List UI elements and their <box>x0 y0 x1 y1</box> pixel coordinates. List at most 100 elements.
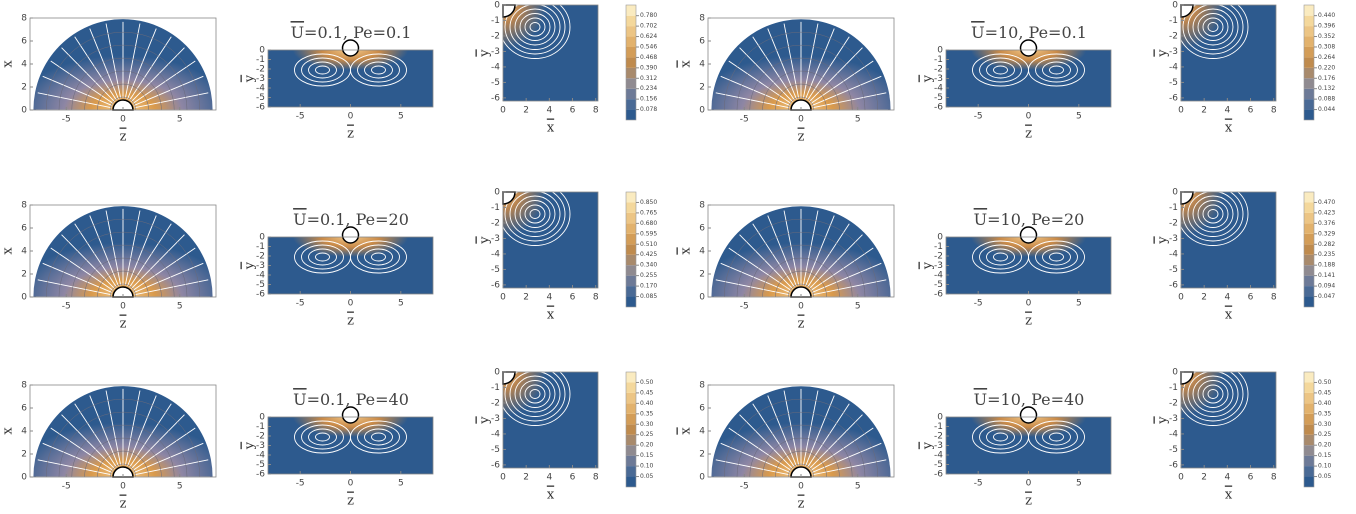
x-tick-label: 5 <box>177 482 183 492</box>
colorbar-band <box>1304 36 1314 47</box>
colorbar-tick-label: 0.425 <box>640 251 657 258</box>
colorbar-tick-label: 0.156 <box>640 96 657 103</box>
streamline <box>1028 240 1085 274</box>
y-tick-label: -1 <box>1169 203 1178 213</box>
x-tick-label: -5 <box>740 115 749 125</box>
streamline <box>301 244 344 270</box>
streamline <box>728 427 792 471</box>
x-axis-label: z <box>120 497 127 512</box>
streamline <box>133 262 204 293</box>
y-tick-label: -6 <box>256 470 265 480</box>
x-axis-label: x <box>547 308 555 323</box>
x-axis-label: z <box>347 127 354 142</box>
field <box>503 372 598 468</box>
colorbar-tick-label: 0.396 <box>1318 23 1335 30</box>
y-axis-label: y <box>1156 49 1171 58</box>
x-tick-label: -5 <box>740 482 749 492</box>
streamline <box>42 75 113 106</box>
streamline <box>1187 371 1239 417</box>
y-tick-label: -1 <box>256 422 265 432</box>
y-tick-label: 0 <box>937 413 943 423</box>
streamline <box>1192 375 1234 413</box>
streamline <box>315 252 330 262</box>
x-tick-label: 8 <box>1271 293 1277 303</box>
x-axis-label: z <box>1025 494 1032 509</box>
x-tick-label: 0 <box>500 473 506 483</box>
streamline <box>993 65 1008 75</box>
colorbar-band <box>1304 88 1314 100</box>
streamline <box>1042 61 1071 79</box>
streamline <box>1028 420 1085 454</box>
colorbar-tick-label: 0.50 <box>640 379 654 386</box>
colorbar-tick-label: 0.20 <box>640 442 654 449</box>
contour <box>97 270 149 298</box>
y-tick-label: -4 <box>256 451 265 461</box>
y-tick-label: -4 <box>491 429 500 439</box>
streamline <box>812 279 887 296</box>
y-axis-label: y <box>243 261 258 270</box>
streamline <box>357 424 400 450</box>
colorbar-band <box>1304 286 1314 297</box>
colorbar-frame <box>625 4 637 121</box>
y-tick-label: -6 <box>256 290 265 300</box>
sphere <box>341 406 360 424</box>
streamline <box>524 17 546 37</box>
title-symbol: U <box>293 210 306 229</box>
contour <box>109 463 137 478</box>
y-axis-label: y <box>243 441 258 450</box>
sphere <box>1019 39 1038 57</box>
colorbar-tick-label: 0.308 <box>1318 43 1335 50</box>
panel-title: U=0.1, Pe=0.1 <box>291 23 412 42</box>
y-tick-label: 4 <box>699 60 705 70</box>
x-tick-label: 0 <box>348 299 354 309</box>
field <box>946 237 1111 294</box>
colorbar-tick-label: 0.088 <box>1318 96 1335 103</box>
streamline <box>812 459 887 476</box>
contour <box>84 257 162 298</box>
y-tick-label: -5 <box>934 460 943 470</box>
contour <box>775 450 827 478</box>
x-tick-label: 2 <box>523 473 529 483</box>
title-symbol: U <box>971 23 984 42</box>
contour <box>45 398 201 478</box>
colorbar-band <box>626 434 636 446</box>
streamline <box>986 61 1015 79</box>
streamline <box>124 23 141 99</box>
colorbar-tick-label: 0.235 <box>1318 251 1335 258</box>
contour <box>723 398 879 478</box>
x-tick-label: -5 <box>62 482 71 492</box>
y-tick-label: 8 <box>699 381 705 391</box>
y-tick-label: 0 <box>699 473 705 483</box>
streamline <box>524 384 546 404</box>
y-tick-label: 0 <box>259 413 265 423</box>
y-tick-label: -4 <box>1169 429 1178 439</box>
x-tick-label: 8 <box>593 106 599 116</box>
streamline <box>524 204 546 224</box>
y-tick-label: -2 <box>934 65 943 75</box>
x-axis-label: x <box>1225 308 1233 323</box>
y-tick-label: -6 <box>1169 93 1178 103</box>
colorbar-tick-label: 0.176 <box>1318 75 1335 82</box>
field <box>268 50 433 107</box>
streamline <box>802 390 819 466</box>
title-symbol: U <box>293 390 306 409</box>
y-tick-label: 0 <box>494 1 500 11</box>
contour <box>71 424 175 478</box>
streamline <box>105 23 122 99</box>
colorbar-band <box>1304 26 1314 37</box>
title-text: =0.1, Pe=40 <box>307 390 409 409</box>
streamline <box>811 262 882 293</box>
colorbar-band <box>1304 392 1314 404</box>
contour <box>723 218 879 298</box>
y-tick-label: -4 <box>256 84 265 94</box>
streamline <box>132 427 196 471</box>
y-tick-label: -2 <box>491 218 500 228</box>
x-tick-label: 2 <box>523 106 529 116</box>
y-tick-label: 4 <box>21 427 27 437</box>
y-tick-label: 2 <box>699 83 705 93</box>
streamline <box>1182 366 1244 422</box>
streamline <box>50 247 114 291</box>
colorbar-band <box>626 212 636 224</box>
colorbar-band <box>626 455 636 467</box>
colorbar-band <box>626 67 636 79</box>
